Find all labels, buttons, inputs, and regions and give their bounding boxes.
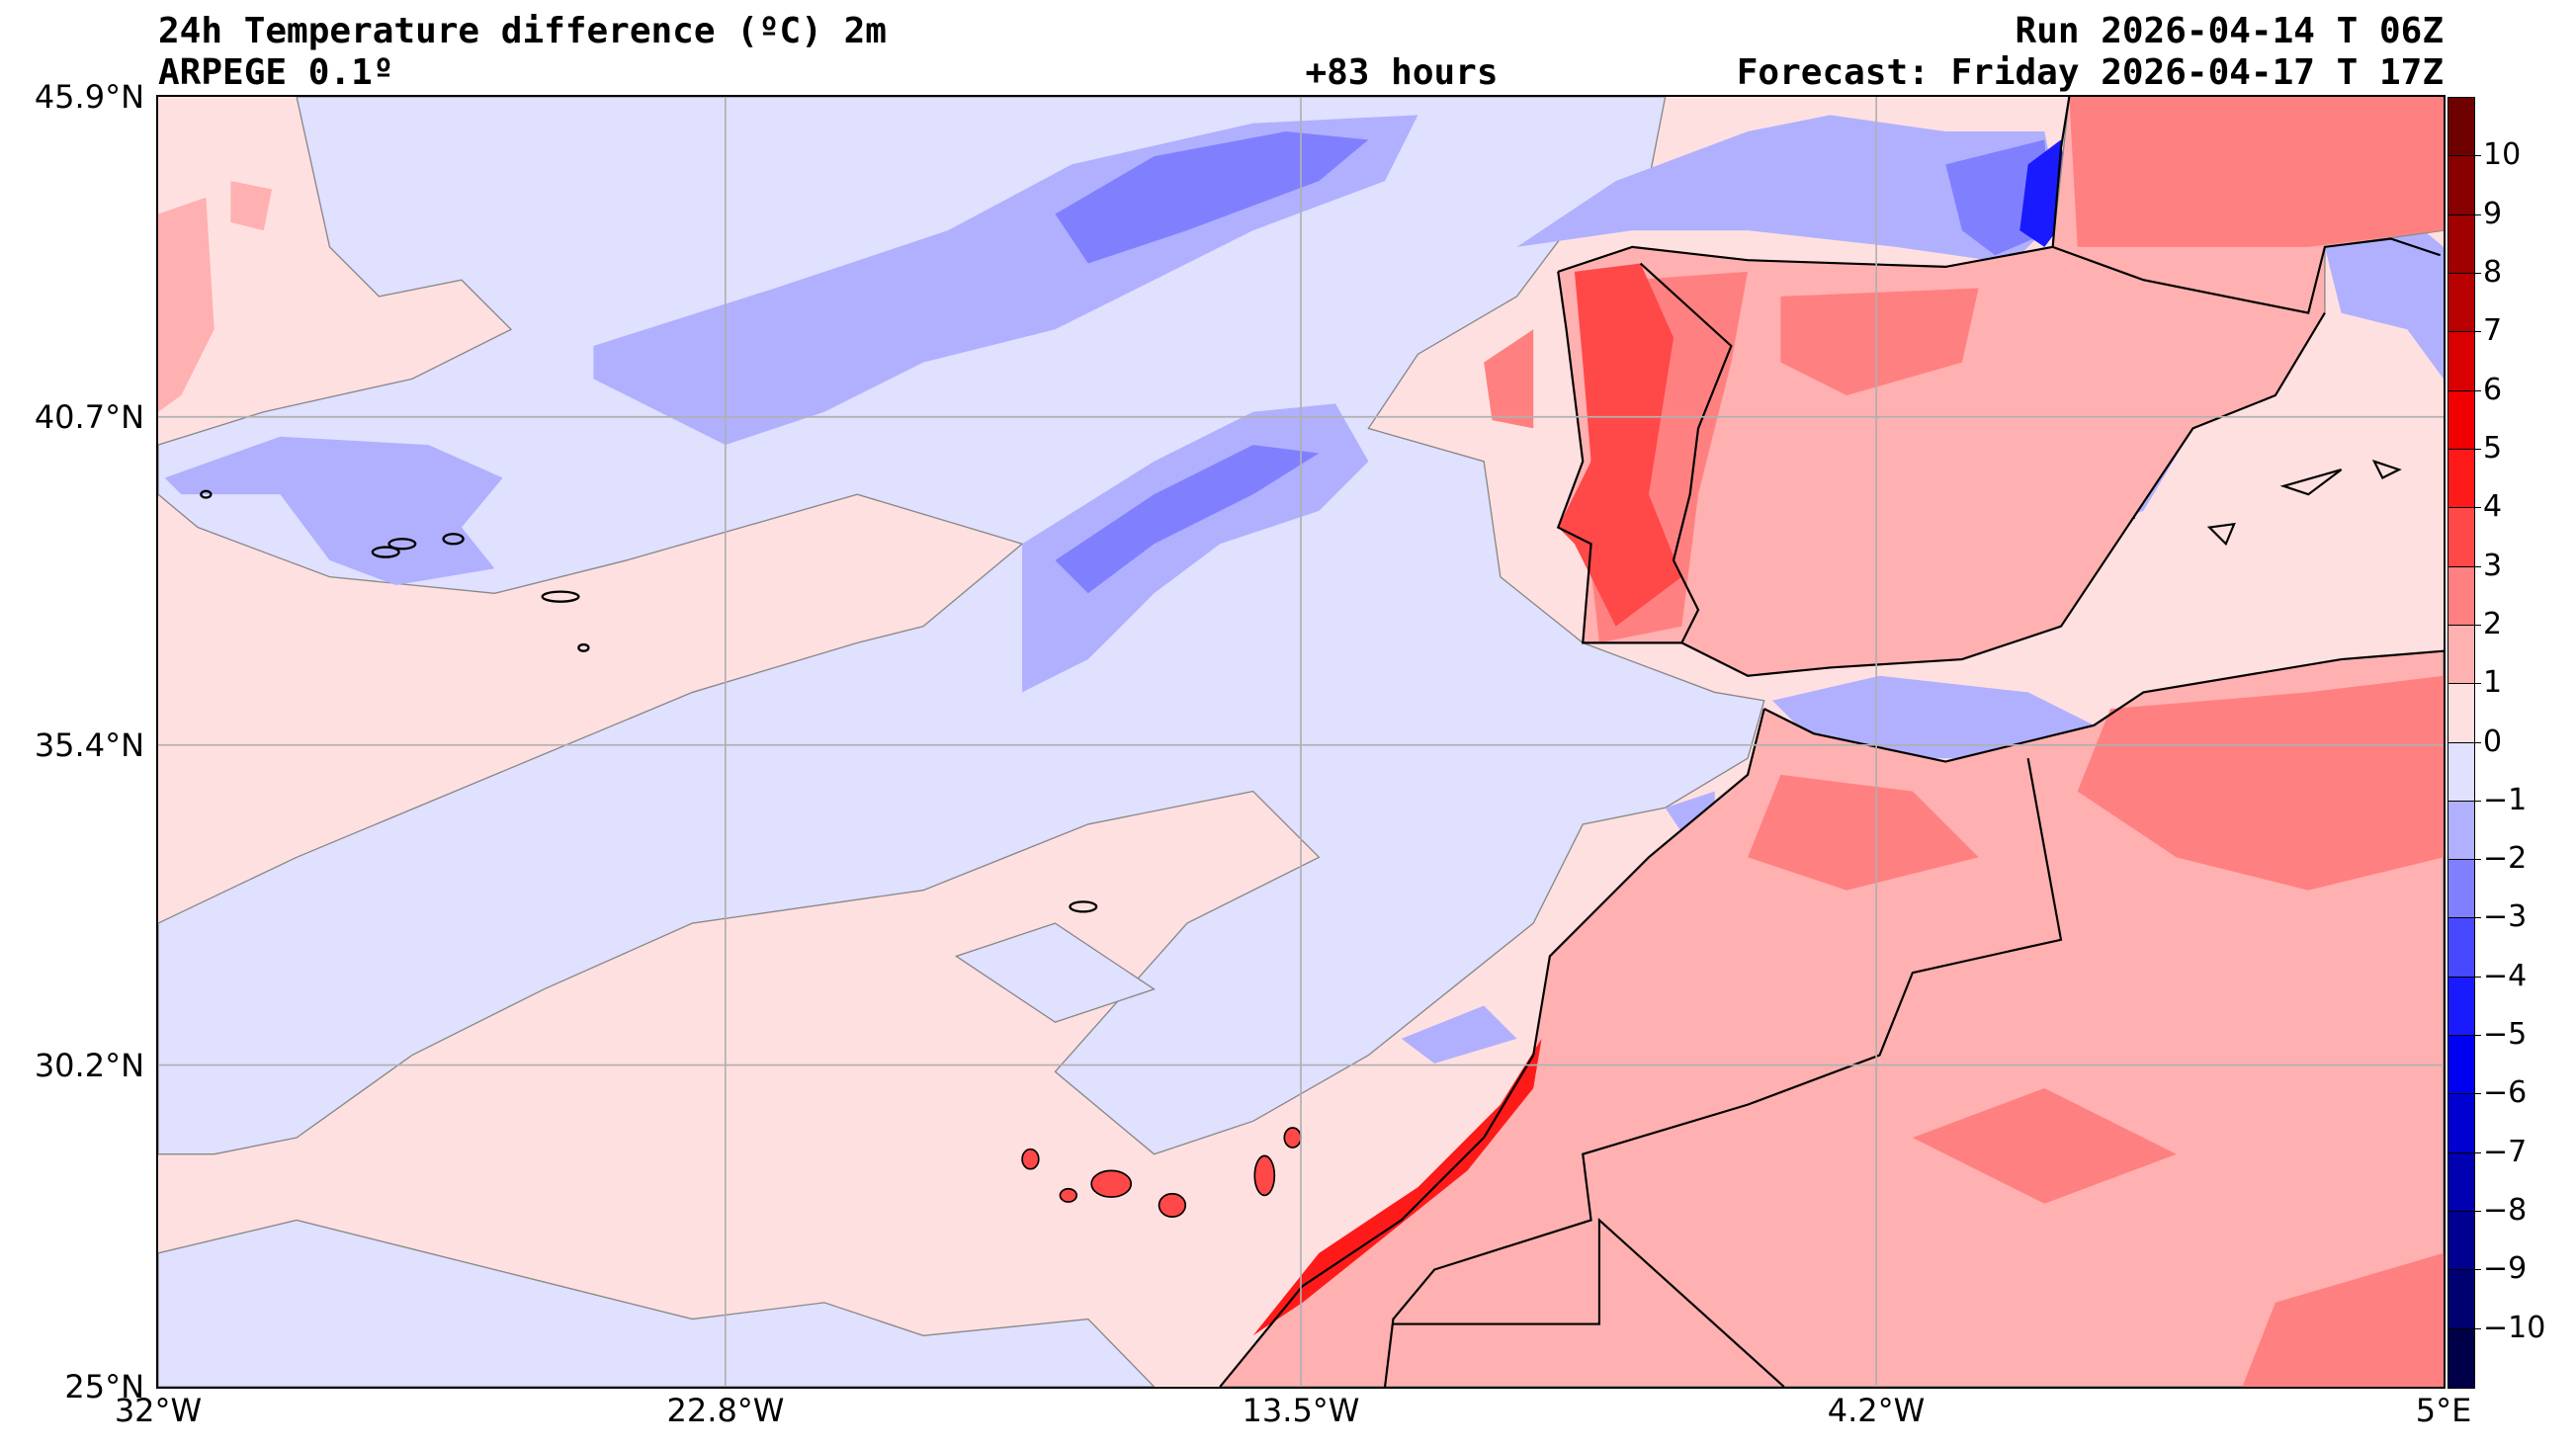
field-africa-warm <box>1748 675 2444 1387</box>
colorbar-tick <box>2447 507 2481 509</box>
colorbar <box>2447 97 2475 1389</box>
coastlines-borders <box>1219 97 2444 1387</box>
colorbar-tick <box>2447 1327 2481 1329</box>
colorbar-tick-label: −6 <box>2483 1075 2528 1111</box>
colorbar-bin <box>2448 273 2474 333</box>
colorbar-bin <box>2448 918 2474 979</box>
colorbar-tick <box>2447 331 2481 333</box>
colorbar-tick-label: −4 <box>2483 958 2528 993</box>
field-negative-0-1-north <box>158 97 1765 1155</box>
field-iberia-warm <box>1484 97 2444 643</box>
lat-label: 40.7°N <box>34 398 144 436</box>
colorbar-tick-label: 8 <box>2483 254 2503 290</box>
colorbar-bin <box>2448 742 2474 803</box>
colorbar-tick <box>2447 448 2481 450</box>
lat-label: 30.2°N <box>34 1047 144 1084</box>
colorbar-tick <box>2447 624 2481 626</box>
colorbar-tick-label: −3 <box>2483 899 2528 935</box>
colorbar-bin <box>2448 1270 2474 1330</box>
colorbar-tick <box>2447 1211 2481 1213</box>
colorbar-tick-label: −9 <box>2483 1251 2528 1287</box>
colorbar-bin <box>2448 390 2474 451</box>
lon-label: 32°W <box>114 1392 203 1429</box>
colorbar-bin <box>2448 1036 2474 1095</box>
colorbar-tick <box>2447 389 2481 391</box>
colorbar-bin <box>2448 977 2474 1037</box>
colorbar-tick <box>2447 683 2481 685</box>
field-iberia-hot <box>1558 263 1682 627</box>
colorbar-tick <box>2447 1269 2481 1271</box>
colorbar-tick-label: 10 <box>2483 137 2522 173</box>
colorbar-bin <box>2448 625 2474 685</box>
colorbar-bin <box>2448 860 2474 919</box>
field-negative-1-2 <box>164 115 2444 1064</box>
colorbar-tick <box>2447 859 2481 861</box>
forecast-time: Forecast: Friday 2026-04-17 T 17Z <box>1736 52 2444 93</box>
colorbar-bin <box>2448 684 2474 743</box>
colorbar-tick-label: 0 <box>2483 724 2503 759</box>
colorbar-bin <box>2448 1212 2474 1271</box>
colorbar-tick-label: −5 <box>2483 1017 2528 1053</box>
field-africa-coastal-hot <box>1252 1038 1542 1336</box>
colorbar-bin <box>2448 449 2474 509</box>
colorbar-tick <box>2447 800 2481 802</box>
lead-time: +83 hours <box>1305 52 1499 93</box>
colorbar-tick <box>2447 213 2481 215</box>
gridlines <box>158 97 2444 1387</box>
field-positive-1-2 <box>158 181 273 412</box>
colorbar-tick <box>2447 741 2481 743</box>
model-label: ARPEGE 0.1º <box>158 52 394 93</box>
colorbar-tick-label: −10 <box>2483 1310 2546 1345</box>
colorbar-bin <box>2448 332 2474 392</box>
canary-islands <box>1021 1127 1302 1218</box>
colorbar-bin <box>2448 98 2474 157</box>
colorbar-tick-label: 4 <box>2483 489 2503 525</box>
colorbar-tick-label: 3 <box>2483 548 2503 583</box>
colorbar-bin <box>2448 566 2474 627</box>
colorbar-tick-label: −2 <box>2483 841 2528 877</box>
colorbar-tick <box>2447 1093 2481 1095</box>
azores-islands <box>200 489 1098 913</box>
colorbar-tick-label: 1 <box>2483 665 2503 701</box>
lat-label: 35.4°N <box>34 726 144 764</box>
lon-label: 22.8°W <box>666 1392 785 1429</box>
colorbar-tick-label: −1 <box>2483 782 2528 817</box>
colorbar-bin <box>2448 1152 2474 1213</box>
colorbar-tick-label: 6 <box>2483 372 2503 407</box>
colorbar-bin <box>2448 156 2474 216</box>
colorbar-tick <box>2447 155 2481 157</box>
temperature-difference-map <box>158 97 2444 1387</box>
lon-label: 5°E <box>2415 1392 2472 1429</box>
colorbar-tick <box>2447 1151 2481 1153</box>
colorbar-bin <box>2448 1094 2474 1154</box>
field-negative-2-3 <box>1055 131 2053 594</box>
colorbar-bin <box>2448 1328 2474 1389</box>
chart-title: 24h Temperature difference (ºC) 2m <box>158 11 887 51</box>
colorbar-tick-label: 9 <box>2483 196 2503 231</box>
colorbar-bin <box>2448 214 2474 275</box>
field-negative-strong <box>2019 139 2136 520</box>
colorbar-bin <box>2448 508 2474 568</box>
colorbar-bin <box>2448 801 2474 861</box>
lon-label: 13.5°W <box>1242 1392 1360 1429</box>
run-time: Run 2026-04-14 T 06Z <box>2015 11 2444 51</box>
colorbar-tick <box>2447 917 2481 919</box>
colorbar-tick <box>2447 1035 2481 1037</box>
colorbar-tick-label: 7 <box>2483 313 2503 349</box>
colorbar-tick-label: 5 <box>2483 430 2503 466</box>
colorbar-tick <box>2447 976 2481 978</box>
colorbar-tick-label: 2 <box>2483 606 2503 641</box>
lon-label: 4.2°W <box>1827 1392 1926 1429</box>
colorbar-tick-label: −8 <box>2483 1193 2528 1229</box>
colorbar-tick <box>2447 565 2481 567</box>
lat-label: 45.9°N <box>34 78 144 116</box>
colorbar-tick <box>2447 272 2481 274</box>
field-negative-0-1-south <box>158 922 1157 1387</box>
lat-label: 25°N <box>64 1368 144 1405</box>
colorbar-tick-label: −7 <box>2483 1134 2528 1169</box>
